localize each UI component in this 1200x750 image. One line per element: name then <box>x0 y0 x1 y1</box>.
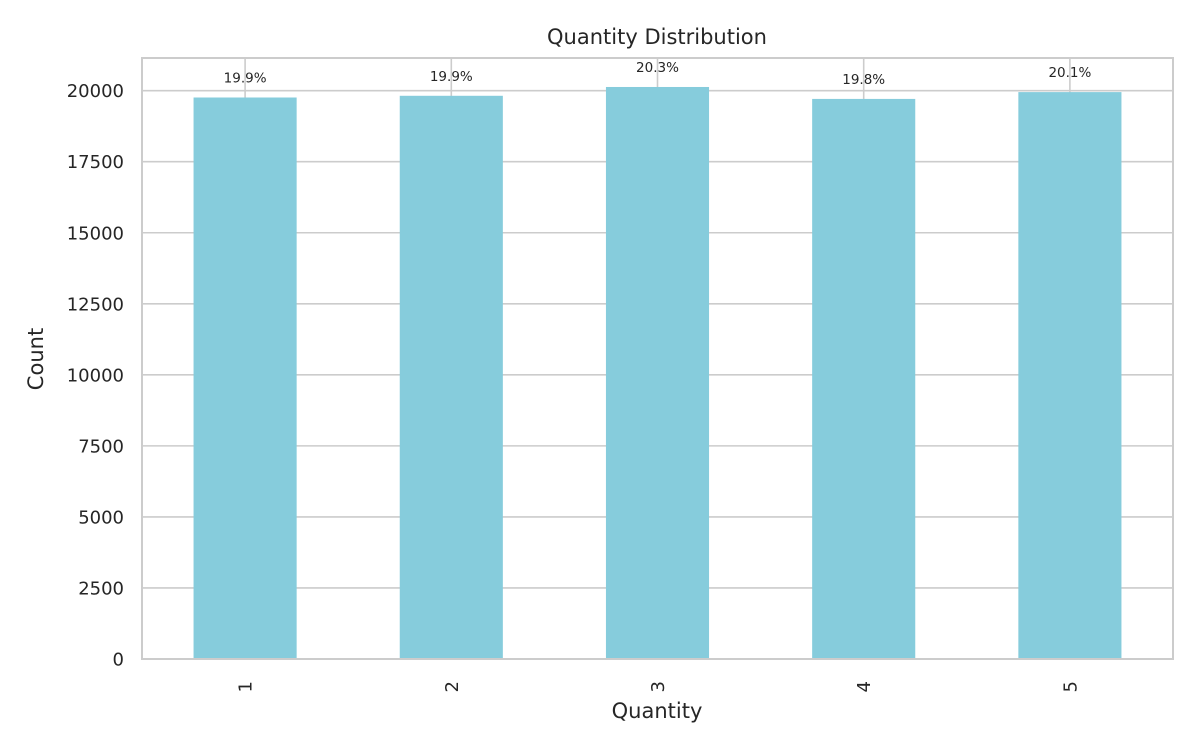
x-tick-label: 3 <box>648 681 669 692</box>
labels-layer: 19.9% 19.9% 20.3% 19.8% 20.1% <box>224 60 1092 88</box>
y-tick-label: 17500 <box>67 152 124 173</box>
x-axis-label: Quantity <box>612 699 703 723</box>
bar-data-label: 20.1% <box>1048 65 1091 81</box>
bar <box>399 95 503 659</box>
y-tick-label: 5000 <box>78 507 124 528</box>
plot-frame <box>141 57 1174 660</box>
x-tick-label: 4 <box>854 681 875 692</box>
bar <box>605 86 710 660</box>
bar-data-label: 20.3% <box>636 60 679 76</box>
bar-data-label: 19.9% <box>224 70 267 86</box>
y-tick-label: 15000 <box>67 223 124 244</box>
y-axis-label: Count <box>24 328 48 390</box>
bar <box>193 97 297 659</box>
bar-data-label: 19.9% <box>430 69 473 85</box>
x-tick-labels: 1 2 3 4 5 <box>236 681 1082 692</box>
x-tick-label: 2 <box>442 681 463 692</box>
y-tick-labels: 0 2500 5000 7500 10000 12500 15000 17500 20000 <box>67 81 124 670</box>
y-tick-label: 20000 <box>67 81 124 102</box>
x-tick-label: 1 <box>236 681 257 692</box>
bars-layer <box>193 86 1122 660</box>
bar <box>1018 92 1122 659</box>
y-tick-label: 12500 <box>67 294 124 315</box>
y-tick-label: 7500 <box>78 436 124 457</box>
x-tick-label: 5 <box>1060 681 1081 692</box>
chart-title: Quantity Distribution <box>547 25 767 49</box>
bar-data-label: 19.8% <box>842 72 885 88</box>
y-tick-label: 10000 <box>67 365 124 386</box>
bar <box>812 98 916 660</box>
y-tick-label: 2500 <box>78 578 124 599</box>
y-tick-label: 0 <box>113 650 124 671</box>
